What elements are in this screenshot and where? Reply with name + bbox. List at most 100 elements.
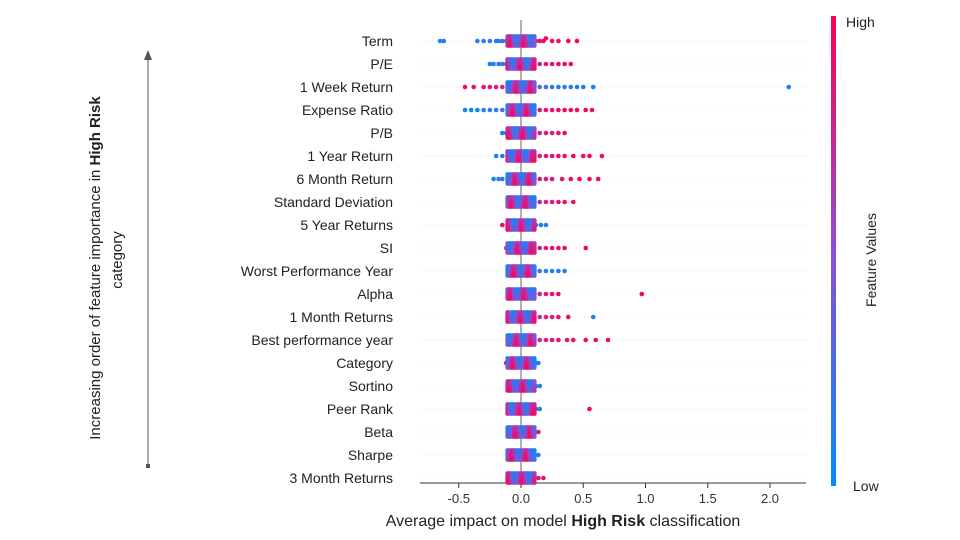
colorbar-title: Feature Values <box>863 213 879 307</box>
shap-dot <box>491 61 496 67</box>
shap-dot <box>532 411 537 416</box>
shap-dot <box>481 84 486 90</box>
shap-dot <box>587 176 592 182</box>
shap-dot <box>568 176 574 182</box>
shap-dot <box>491 176 496 182</box>
shap-dot <box>562 107 567 113</box>
shap-dot <box>487 61 493 67</box>
shap-dot <box>532 89 537 94</box>
shap-dot <box>549 268 555 274</box>
shap-dot <box>556 61 561 67</box>
shap-dot <box>595 176 601 182</box>
x-tick-label: 0.5 <box>574 491 592 506</box>
shap-dot <box>537 61 542 67</box>
shap-dot <box>568 84 574 90</box>
feature-label: Term <box>362 33 393 49</box>
shap-dot <box>536 360 541 366</box>
shap-dot <box>571 199 576 205</box>
shap-dot <box>549 61 555 67</box>
feature-label: Beta <box>364 424 393 440</box>
shap-dot <box>532 296 537 301</box>
feature-label: Expense Ratio <box>302 102 393 118</box>
shap-dot <box>556 38 561 44</box>
shap-dot <box>537 130 542 136</box>
shap-dot <box>562 268 567 274</box>
shap-dot <box>549 337 555 343</box>
shap-dot <box>549 84 555 90</box>
shap-dot <box>549 199 555 205</box>
shap-dot <box>564 337 570 343</box>
shap-dot <box>562 199 567 205</box>
x-tick-label: 0.0 <box>512 491 530 506</box>
feature-label: Best performance year <box>251 332 393 348</box>
shap-dot <box>541 475 546 481</box>
shap-dot <box>571 153 576 159</box>
shap-dot <box>475 107 480 113</box>
shap-dot <box>566 38 571 44</box>
arrow-head <box>144 50 152 60</box>
shap-dot <box>493 107 499 113</box>
shap-dot <box>543 176 549 182</box>
feature-label: 1 Year Return <box>307 148 393 164</box>
shap-dot <box>532 66 537 71</box>
shap-dot <box>587 406 592 412</box>
feature-label: 6 Month Return <box>297 171 394 187</box>
shap-dot <box>562 130 567 136</box>
feature-label: Peer Rank <box>327 401 394 417</box>
feature-label: Worst Performance Year <box>241 263 394 279</box>
shap-dot <box>556 153 561 159</box>
x-axis-title: Average impact on model High Risk classi… <box>386 513 741 530</box>
shap-dot <box>543 107 549 113</box>
feature-row-guides <box>420 40 806 479</box>
shap-dot <box>562 84 567 90</box>
colorbar-high-label: High <box>846 14 875 30</box>
shap-dot <box>587 153 592 159</box>
shap-dots <box>437 34 791 485</box>
shap-dot <box>543 199 549 205</box>
shap-dot <box>583 107 588 113</box>
shap-dot <box>590 314 596 320</box>
shap-dot <box>487 84 493 90</box>
shap-dot <box>437 38 443 44</box>
shap-dot <box>562 245 567 251</box>
shap-dot <box>496 61 501 67</box>
shap-dot <box>543 337 549 343</box>
shap-dot <box>590 84 596 90</box>
shap-dot <box>556 84 561 90</box>
shap-dot <box>537 38 542 44</box>
shap-dot <box>568 107 574 113</box>
shap-dot <box>500 61 505 67</box>
shap-dot <box>536 475 541 481</box>
feature-label: Alpha <box>357 286 393 302</box>
shap-dot <box>537 383 542 389</box>
x-title-bold: High Risk <box>571 513 645 530</box>
shap-dot <box>532 158 537 163</box>
shap-dot <box>462 84 468 90</box>
shap-dot <box>583 337 588 343</box>
shap-dot <box>559 176 565 182</box>
shap-dot <box>543 153 549 159</box>
shap-dot <box>500 107 505 113</box>
shap-dot <box>500 84 505 90</box>
shap-dot <box>537 337 542 343</box>
x-tick-label: -0.5 <box>448 491 470 506</box>
y-title-line1-bold: High Risk <box>87 96 104 166</box>
shap-dot <box>549 107 555 113</box>
feature-label: Category <box>336 355 393 371</box>
shap-dot <box>496 38 501 44</box>
shap-dot <box>543 314 549 320</box>
shap-dot <box>556 245 561 251</box>
shap-dot <box>537 199 542 205</box>
shap-dot <box>581 153 586 159</box>
shap-dot <box>500 38 505 44</box>
x-axis-ticks: -0.5 0.0 0.5 1.0 1.5 2.0 <box>448 483 779 506</box>
colorbar-low-label: Low <box>853 478 880 494</box>
x-tick-label: 1.5 <box>699 491 717 506</box>
shap-dot <box>481 107 486 113</box>
shap-dot <box>532 135 537 140</box>
shap-dot <box>532 434 537 439</box>
shap-dot <box>577 176 582 182</box>
shap-dot <box>574 84 580 90</box>
shap-dot <box>487 107 493 113</box>
